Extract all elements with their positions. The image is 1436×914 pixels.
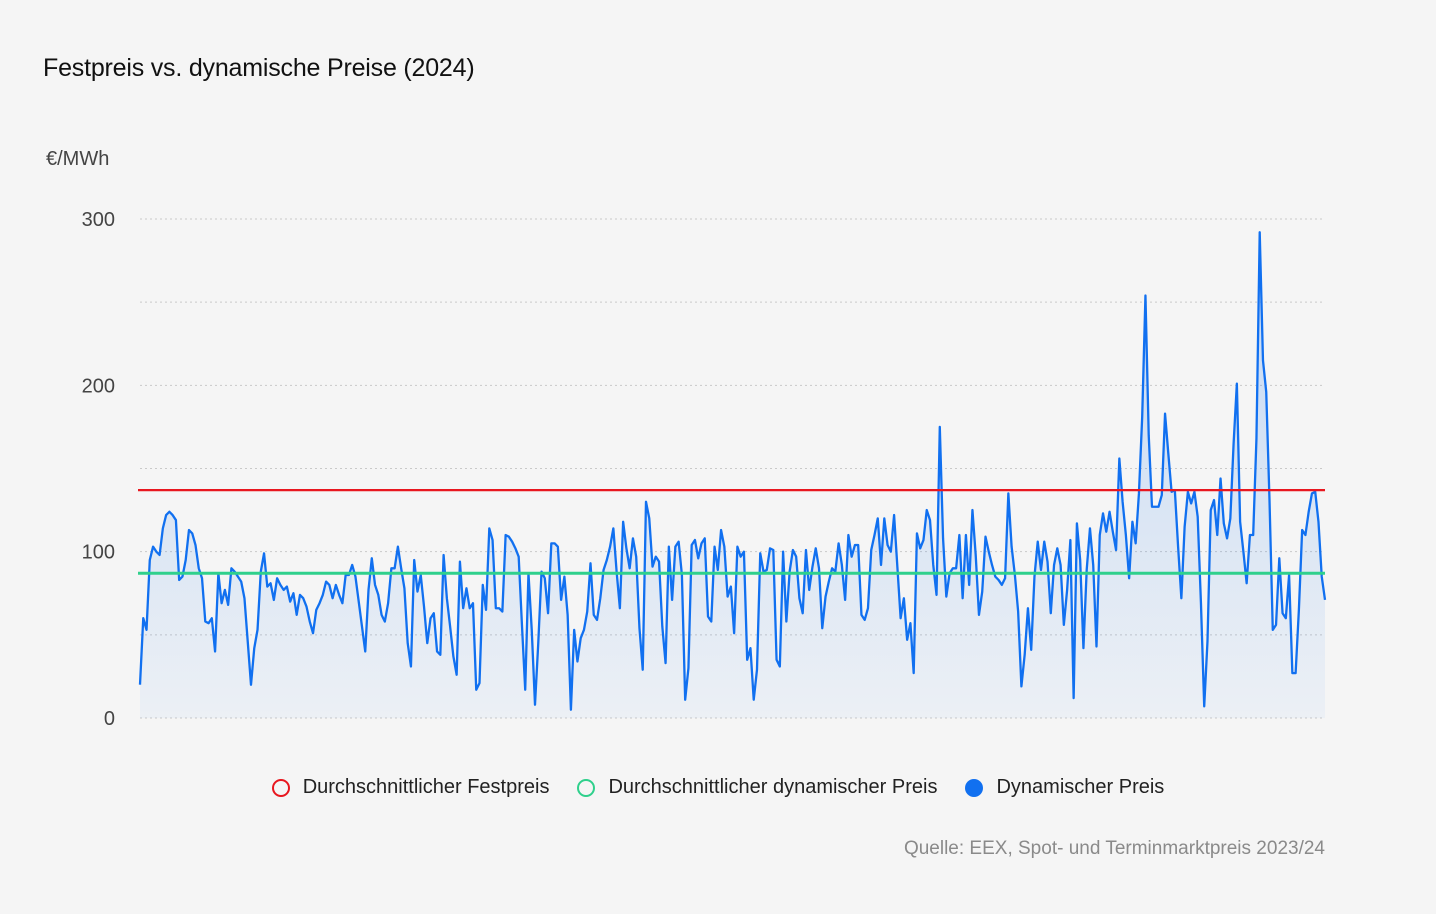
chart-title: Festpreis vs. dynamische Preise (2024) xyxy=(43,54,475,82)
legend-marker-festpreis xyxy=(271,778,290,797)
legend: Durchschnittlicher Festpreis Durchschnit… xyxy=(0,776,1436,799)
legend-label-avg-dynamic: Durchschnittlicher dynamischer Preis xyxy=(608,776,938,798)
dynamic-price-line[interactable] xyxy=(138,231,1327,711)
y-tick-label: 200 xyxy=(82,375,115,397)
y-axis-label: €/MWh xyxy=(46,148,110,170)
legend-label-dynamic: Dynamischer Preis xyxy=(996,776,1165,798)
dynamic-price-area xyxy=(140,232,1325,718)
legend-item-avg-dynamic[interactable]: Durchschnittlicher dynamischer Preis xyxy=(577,776,937,799)
legend-item-dynamic[interactable]: Dynamischer Preis xyxy=(965,776,1164,799)
legend-marker-avg-dynamic xyxy=(577,778,596,797)
y-tick-label: 300 xyxy=(82,209,115,231)
series-layer xyxy=(138,231,1327,718)
y-tick-label: 0 xyxy=(104,708,115,730)
legend-label-festpreis: Durchschnittlicher Festpreis xyxy=(302,776,550,798)
y-tick-label: 100 xyxy=(82,542,115,564)
legend-item-festpreis[interactable]: Durchschnittlicher Festpreis xyxy=(271,776,550,799)
source-note: Quelle: EEX, Spot- und Terminmarktpreis … xyxy=(903,838,1325,859)
y-tick-labels: 0 100 200 300 xyxy=(82,209,115,730)
legend-marker-dynamic xyxy=(965,778,984,797)
